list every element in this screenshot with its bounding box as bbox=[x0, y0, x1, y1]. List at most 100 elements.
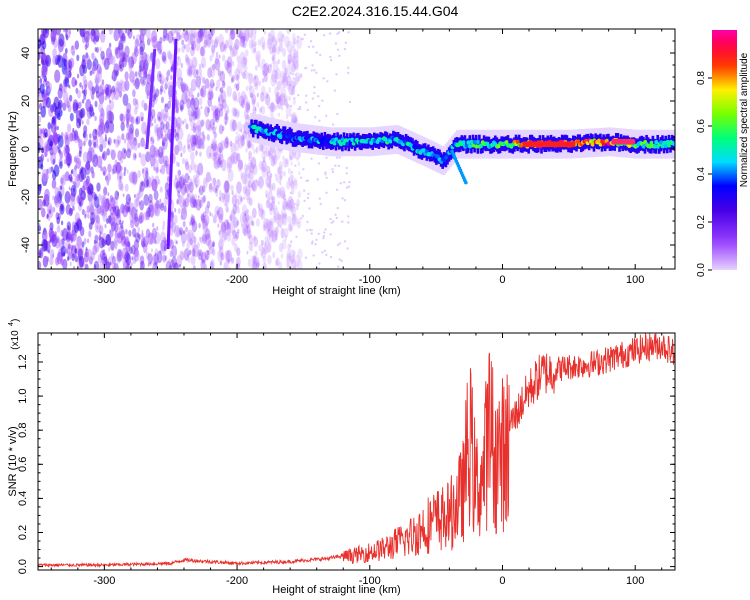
noise-blob bbox=[91, 52, 95, 60]
noise-blob bbox=[214, 58, 221, 71]
noise-point bbox=[312, 45, 315, 48]
noise-blob bbox=[286, 255, 292, 268]
noise-blob bbox=[256, 180, 260, 187]
noise-point bbox=[341, 197, 344, 200]
noise-point bbox=[335, 156, 339, 159]
noise-blob bbox=[226, 219, 229, 225]
noise-blob bbox=[241, 223, 243, 228]
noise-blob bbox=[151, 30, 158, 43]
noise-blob bbox=[286, 114, 288, 120]
noise-blob bbox=[205, 171, 211, 183]
noise-blob bbox=[171, 256, 177, 269]
noise-blob bbox=[158, 116, 161, 121]
noise-blob bbox=[271, 201, 276, 210]
noise-blob bbox=[84, 248, 89, 258]
noise-blob bbox=[239, 211, 247, 226]
noise-blob bbox=[104, 260, 111, 269]
noise-blob bbox=[199, 46, 205, 57]
noise-blob bbox=[68, 207, 73, 217]
noise-blob bbox=[191, 65, 194, 69]
noise-blob bbox=[245, 221, 250, 230]
noise-point bbox=[338, 242, 342, 245]
noise-blob bbox=[198, 29, 205, 42]
noise-blob bbox=[43, 29, 50, 39]
noise-blob bbox=[267, 254, 272, 265]
noise-blob bbox=[190, 160, 196, 171]
noise-blob bbox=[80, 107, 86, 118]
noise-blob bbox=[229, 48, 235, 58]
noise-blob bbox=[273, 54, 276, 60]
noise-blob bbox=[218, 238, 224, 251]
noise-blob bbox=[297, 248, 303, 260]
noise-blob bbox=[132, 79, 136, 87]
noise-blob bbox=[231, 106, 237, 117]
noise-blob bbox=[282, 75, 289, 88]
noise-blob bbox=[281, 106, 284, 111]
noise-blob bbox=[140, 263, 145, 269]
noise-point bbox=[321, 99, 324, 102]
noise-blob bbox=[245, 85, 249, 92]
noise-blob bbox=[51, 234, 58, 248]
noise-blob bbox=[277, 189, 280, 196]
noise-blob bbox=[95, 77, 99, 85]
noise-blob bbox=[218, 33, 224, 47]
noise-blob bbox=[242, 123, 245, 130]
noise-blob bbox=[277, 213, 282, 221]
noise-blob bbox=[111, 261, 116, 269]
noise-point bbox=[300, 75, 303, 79]
noise-blob bbox=[176, 227, 181, 238]
noise-blob bbox=[49, 209, 51, 214]
ridge-core bbox=[281, 131, 286, 136]
chart-title: C2E2.2024.316.15.44.G04 bbox=[291, 3, 459, 19]
noise-point bbox=[321, 251, 324, 254]
noise-blob bbox=[207, 249, 211, 256]
noise-point bbox=[310, 232, 313, 235]
noise-blob bbox=[232, 151, 239, 164]
noise-blob bbox=[115, 162, 121, 173]
noise-blob bbox=[179, 264, 181, 268]
noise-blob bbox=[135, 208, 138, 213]
noise-blob bbox=[93, 260, 100, 269]
noise-blob bbox=[281, 189, 286, 200]
noise-blob bbox=[261, 244, 263, 249]
noise-blob bbox=[115, 213, 122, 226]
noise-blob bbox=[231, 119, 238, 132]
noise-blob bbox=[217, 206, 224, 220]
noise-blob bbox=[153, 44, 157, 50]
noise-blob bbox=[97, 253, 102, 264]
noise-point bbox=[335, 188, 339, 191]
noise-blob bbox=[86, 118, 90, 126]
noise-blob bbox=[116, 208, 121, 219]
noise-blob bbox=[281, 232, 284, 239]
noise-point bbox=[318, 119, 321, 123]
noise-blob bbox=[254, 29, 257, 34]
noise-blob bbox=[164, 160, 168, 167]
noise-blob bbox=[177, 140, 183, 152]
noise-blob bbox=[38, 43, 41, 49]
noise-blob bbox=[57, 135, 64, 148]
noise-blob bbox=[269, 29, 276, 42]
noise-blob bbox=[205, 233, 212, 247]
noise-blob bbox=[260, 105, 266, 115]
ridge-core bbox=[652, 144, 657, 149]
noise-blob bbox=[105, 124, 111, 134]
noise-blob bbox=[176, 175, 183, 188]
noise-blob bbox=[193, 163, 199, 174]
noise-blob bbox=[212, 126, 216, 135]
noise-blob bbox=[261, 247, 265, 255]
noise-blob bbox=[197, 195, 200, 199]
noise-blob bbox=[137, 142, 141, 148]
noise-blob bbox=[205, 119, 211, 131]
noise-blob bbox=[131, 261, 134, 267]
noise-blob bbox=[88, 139, 92, 148]
noise-blob bbox=[177, 127, 184, 141]
noise-blob bbox=[133, 239, 139, 251]
noise-blob bbox=[190, 111, 194, 118]
noise-blob bbox=[113, 29, 120, 42]
noise-point bbox=[306, 196, 310, 200]
noise-blob bbox=[49, 222, 54, 231]
noise-blob bbox=[176, 255, 183, 267]
noise-blob bbox=[154, 261, 158, 268]
noise-blob bbox=[258, 244, 262, 252]
noise-blob bbox=[85, 55, 91, 66]
